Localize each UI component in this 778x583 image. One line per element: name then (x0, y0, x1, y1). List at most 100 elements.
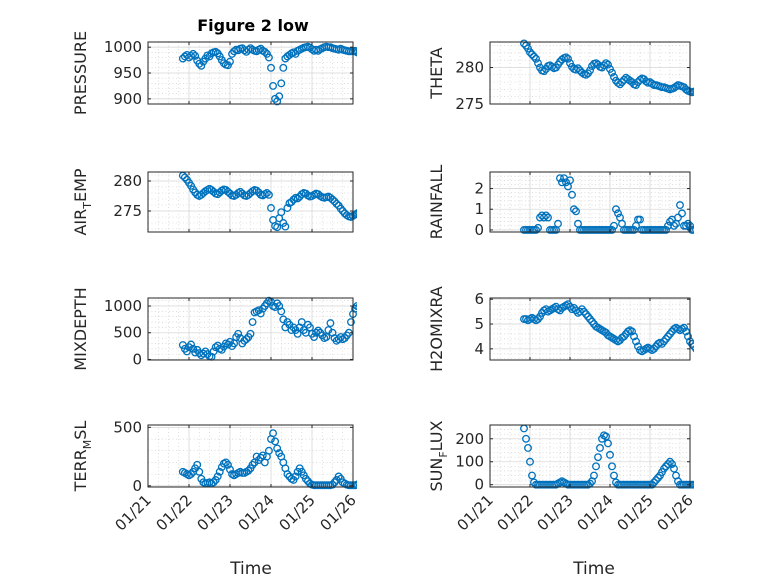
data-point (574, 64, 582, 73)
data-point (330, 478, 339, 487)
x-tick-label: 01/21 (112, 491, 155, 534)
data-point (692, 226, 694, 234)
y-axis-label: AIRTEMP (71, 168, 94, 235)
data-point (273, 444, 282, 453)
data-point (351, 46, 357, 55)
data-point (692, 87, 694, 95)
y-axis-label: MIXDEPTH (71, 287, 90, 370)
data-point (322, 333, 331, 341)
data-point (283, 470, 292, 479)
series-markers (520, 39, 694, 97)
data-point (226, 57, 234, 66)
data-point (211, 47, 220, 56)
data-point (534, 59, 542, 68)
data-point (614, 209, 622, 218)
y-tick-label: 0 (132, 350, 142, 368)
data-point (602, 432, 610, 441)
data-point (532, 225, 540, 234)
data-point (370, 466, 377, 473)
data-point (684, 219, 692, 228)
data-point (265, 190, 273, 199)
series-markers (178, 42, 375, 106)
data-point (355, 480, 357, 487)
data-point (690, 225, 694, 234)
data-point (582, 70, 590, 79)
axes-box (147, 171, 354, 233)
data-point (608, 462, 616, 471)
data-point (522, 434, 530, 443)
data-point (262, 189, 271, 197)
x-tick-label: 01/22 (494, 491, 537, 534)
data-point (528, 471, 536, 480)
data-point (360, 54, 367, 61)
data-point (180, 173, 189, 182)
data-point (524, 444, 532, 452)
data-point (277, 79, 286, 88)
data-point (544, 213, 552, 222)
data-point (684, 332, 692, 341)
y-tick-label: 1000 (104, 38, 142, 56)
y-tick-label: 275 (455, 95, 484, 113)
axes-box (147, 424, 354, 488)
data-point (244, 466, 253, 475)
data-point (558, 178, 566, 187)
axes-box (489, 424, 691, 488)
data-point (596, 444, 604, 452)
data-point (690, 342, 694, 351)
data-point (562, 178, 570, 187)
data-point (351, 304, 357, 313)
data-point (650, 478, 658, 487)
data-point (223, 460, 232, 469)
data-point (562, 53, 570, 62)
y-tick-label: 4 (474, 340, 484, 358)
data-point (332, 199, 341, 208)
data-point (699, 478, 706, 485)
data-point (682, 221, 690, 230)
data-point (590, 471, 598, 480)
data-point (703, 227, 710, 234)
data-point (353, 209, 357, 218)
x-tick-label: 01/23 (534, 491, 577, 534)
data-point (277, 208, 286, 217)
data-point (534, 223, 542, 232)
data-point (366, 213, 373, 220)
data-point (701, 227, 708, 234)
x-tick-label: 01/22 (153, 491, 196, 534)
data-point (570, 205, 578, 214)
data-point (226, 337, 234, 346)
data-point (692, 481, 694, 489)
data-point (226, 465, 234, 474)
figure-title: Figure 2 low (197, 16, 309, 35)
x-axis-label-right: Time (572, 559, 615, 579)
axes-box (489, 171, 691, 233)
data-point (353, 48, 357, 57)
data-point (267, 204, 275, 212)
data-point (709, 353, 716, 360)
data-point (564, 54, 572, 63)
data-point (256, 309, 265, 318)
data-point (368, 62, 375, 69)
data-point (703, 353, 710, 360)
y-tick-label: 0 (132, 477, 142, 495)
data-point (215, 467, 224, 476)
data-point (283, 204, 292, 212)
data-point (360, 300, 367, 307)
data-point (221, 458, 230, 467)
x-tick-label: 01/24 (235, 491, 278, 534)
data-point (364, 305, 371, 312)
data-point (600, 61, 608, 70)
series-markers (178, 171, 373, 232)
data-point (291, 472, 300, 481)
data-point (269, 81, 277, 90)
data-point (701, 475, 708, 482)
axes-box (489, 41, 691, 105)
data-point (314, 326, 323, 335)
data-point (604, 60, 612, 69)
subplot-lower-left: 0 500 1000 MIXDEPTH (71, 287, 371, 371)
data-point (293, 194, 302, 203)
data-point (668, 460, 676, 468)
data-point (358, 478, 365, 485)
data-point (678, 209, 686, 218)
data-point (670, 221, 678, 230)
data-point (271, 303, 280, 312)
